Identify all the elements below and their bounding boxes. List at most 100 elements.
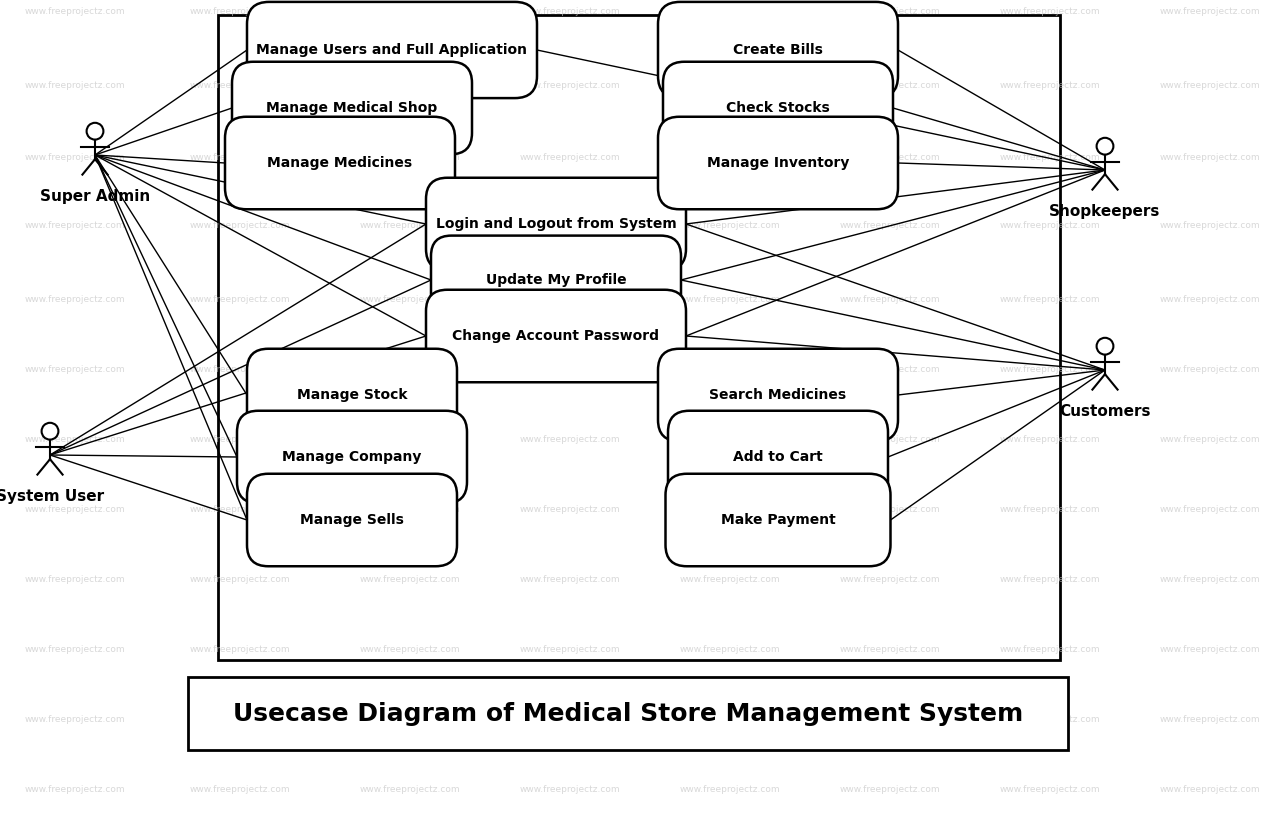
Text: Customers: Customers: [1059, 404, 1150, 419]
Text: www.freeprojectz.com: www.freeprojectz.com: [840, 153, 940, 162]
Text: www.freeprojectz.com: www.freeprojectz.com: [840, 296, 940, 305]
Text: www.freeprojectz.com: www.freeprojectz.com: [1000, 80, 1100, 89]
Text: www.freeprojectz.com: www.freeprojectz.com: [360, 153, 460, 162]
Text: www.freeprojectz.com: www.freeprojectz.com: [360, 220, 460, 229]
Text: Update My Profile: Update My Profile: [485, 273, 626, 287]
Text: www.freeprojectz.com: www.freeprojectz.com: [519, 153, 621, 162]
Text: www.freeprojectz.com: www.freeprojectz.com: [519, 7, 621, 16]
FancyBboxPatch shape: [426, 290, 685, 382]
Text: www.freeprojectz.com: www.freeprojectz.com: [1159, 296, 1261, 305]
Text: www.freeprojectz.com: www.freeprojectz.com: [840, 505, 940, 514]
Text: www.freeprojectz.com: www.freeprojectz.com: [1000, 785, 1100, 794]
Text: www.freeprojectz.com: www.freeprojectz.com: [679, 785, 780, 794]
FancyBboxPatch shape: [665, 473, 891, 566]
FancyBboxPatch shape: [668, 411, 888, 503]
Text: www.freeprojectz.com: www.freeprojectz.com: [360, 80, 460, 89]
Text: www.freeprojectz.com: www.freeprojectz.com: [190, 576, 290, 585]
Text: www.freeprojectz.com: www.freeprojectz.com: [519, 716, 621, 725]
Text: www.freeprojectz.com: www.freeprojectz.com: [24, 220, 125, 229]
Text: www.freeprojectz.com: www.freeprojectz.com: [679, 7, 780, 16]
Text: www.freeprojectz.com: www.freeprojectz.com: [519, 576, 621, 585]
Text: www.freeprojectz.com: www.freeprojectz.com: [190, 645, 290, 654]
FancyBboxPatch shape: [237, 411, 468, 503]
Text: www.freeprojectz.com: www.freeprojectz.com: [1000, 645, 1100, 654]
Text: www.freeprojectz.com: www.freeprojectz.com: [1159, 576, 1261, 585]
FancyBboxPatch shape: [658, 2, 898, 98]
FancyBboxPatch shape: [658, 349, 898, 441]
Text: www.freeprojectz.com: www.freeprojectz.com: [519, 436, 621, 445]
Text: www.freeprojectz.com: www.freeprojectz.com: [24, 153, 125, 162]
Text: www.freeprojectz.com: www.freeprojectz.com: [840, 716, 940, 725]
Text: Check Stocks: Check Stocks: [726, 101, 830, 115]
Text: www.freeprojectz.com: www.freeprojectz.com: [1159, 505, 1261, 514]
Text: Manage Medical Shop: Manage Medical Shop: [266, 101, 437, 115]
Text: www.freeprojectz.com: www.freeprojectz.com: [840, 7, 940, 16]
Text: www.freeprojectz.com: www.freeprojectz.com: [24, 436, 125, 445]
Text: Manage Stock: Manage Stock: [296, 388, 407, 402]
Text: www.freeprojectz.com: www.freeprojectz.com: [24, 80, 125, 89]
Text: www.freeprojectz.com: www.freeprojectz.com: [24, 296, 125, 305]
Text: www.freeprojectz.com: www.freeprojectz.com: [1159, 7, 1261, 16]
Text: www.freeprojectz.com: www.freeprojectz.com: [840, 785, 940, 794]
Text: www.freeprojectz.com: www.freeprojectz.com: [360, 7, 460, 16]
Text: www.freeprojectz.com: www.freeprojectz.com: [190, 436, 290, 445]
Text: www.freeprojectz.com: www.freeprojectz.com: [190, 153, 290, 162]
Text: Manage Inventory: Manage Inventory: [707, 156, 849, 170]
Text: Usecase Diagram of Medical Store Management System: Usecase Diagram of Medical Store Managem…: [233, 702, 1024, 726]
Text: www.freeprojectz.com: www.freeprojectz.com: [840, 576, 940, 585]
Text: www.freeprojectz.com: www.freeprojectz.com: [24, 576, 125, 585]
Text: www.freeprojectz.com: www.freeprojectz.com: [360, 716, 460, 725]
Text: Create Bills: Create Bills: [734, 43, 824, 57]
Text: www.freeprojectz.com: www.freeprojectz.com: [190, 220, 290, 229]
Text: Manage Sells: Manage Sells: [300, 513, 404, 527]
Text: Manage Company: Manage Company: [283, 450, 422, 464]
Text: www.freeprojectz.com: www.freeprojectz.com: [679, 220, 780, 229]
Text: www.freeprojectz.com: www.freeprojectz.com: [519, 296, 621, 305]
Text: www.freeprojectz.com: www.freeprojectz.com: [519, 220, 621, 229]
Text: www.freeprojectz.com: www.freeprojectz.com: [519, 645, 621, 654]
Text: www.freeprojectz.com: www.freeprojectz.com: [519, 365, 621, 374]
Text: www.freeprojectz.com: www.freeprojectz.com: [679, 365, 780, 374]
Text: www.freeprojectz.com: www.freeprojectz.com: [1159, 645, 1261, 654]
Text: Login and Logout from System: Login and Logout from System: [436, 217, 677, 231]
Text: www.freeprojectz.com: www.freeprojectz.com: [679, 645, 780, 654]
Text: www.freeprojectz.com: www.freeprojectz.com: [1000, 296, 1100, 305]
Text: www.freeprojectz.com: www.freeprojectz.com: [1000, 7, 1100, 16]
Text: www.freeprojectz.com: www.freeprojectz.com: [840, 436, 940, 445]
Text: www.freeprojectz.com: www.freeprojectz.com: [190, 505, 290, 514]
Text: www.freeprojectz.com: www.freeprojectz.com: [519, 80, 621, 89]
Text: www.freeprojectz.com: www.freeprojectz.com: [360, 436, 460, 445]
Text: www.freeprojectz.com: www.freeprojectz.com: [1000, 436, 1100, 445]
Text: www.freeprojectz.com: www.freeprojectz.com: [360, 365, 460, 374]
Text: www.freeprojectz.com: www.freeprojectz.com: [190, 785, 290, 794]
Text: www.freeprojectz.com: www.freeprojectz.com: [1159, 365, 1261, 374]
Circle shape: [1097, 138, 1114, 155]
Text: www.freeprojectz.com: www.freeprojectz.com: [190, 365, 290, 374]
Text: Change Account Password: Change Account Password: [452, 329, 660, 343]
FancyBboxPatch shape: [232, 61, 473, 154]
Text: www.freeprojectz.com: www.freeprojectz.com: [24, 365, 125, 374]
Text: www.freeprojectz.com: www.freeprojectz.com: [190, 296, 290, 305]
FancyBboxPatch shape: [226, 117, 455, 209]
Text: www.freeprojectz.com: www.freeprojectz.com: [360, 505, 460, 514]
Text: www.freeprojectz.com: www.freeprojectz.com: [679, 576, 780, 585]
Text: Manage Users and Full Application: Manage Users and Full Application: [256, 43, 527, 57]
Text: www.freeprojectz.com: www.freeprojectz.com: [1159, 436, 1261, 445]
Circle shape: [86, 123, 104, 139]
Text: www.freeprojectz.com: www.freeprojectz.com: [190, 80, 290, 89]
Text: Super Admin: Super Admin: [39, 188, 150, 204]
Text: www.freeprojectz.com: www.freeprojectz.com: [840, 220, 940, 229]
FancyBboxPatch shape: [658, 117, 898, 209]
Text: www.freeprojectz.com: www.freeprojectz.com: [679, 716, 780, 725]
Text: Make Payment: Make Payment: [721, 513, 835, 527]
Text: www.freeprojectz.com: www.freeprojectz.com: [1000, 220, 1100, 229]
Text: Manage Medicines: Manage Medicines: [267, 156, 413, 170]
Text: www.freeprojectz.com: www.freeprojectz.com: [1159, 220, 1261, 229]
Text: www.freeprojectz.com: www.freeprojectz.com: [1000, 716, 1100, 725]
Text: www.freeprojectz.com: www.freeprojectz.com: [360, 296, 460, 305]
Text: www.freeprojectz.com: www.freeprojectz.com: [24, 716, 125, 725]
FancyBboxPatch shape: [663, 61, 893, 154]
Circle shape: [1097, 337, 1114, 355]
Circle shape: [42, 423, 58, 440]
Text: www.freeprojectz.com: www.freeprojectz.com: [1000, 153, 1100, 162]
